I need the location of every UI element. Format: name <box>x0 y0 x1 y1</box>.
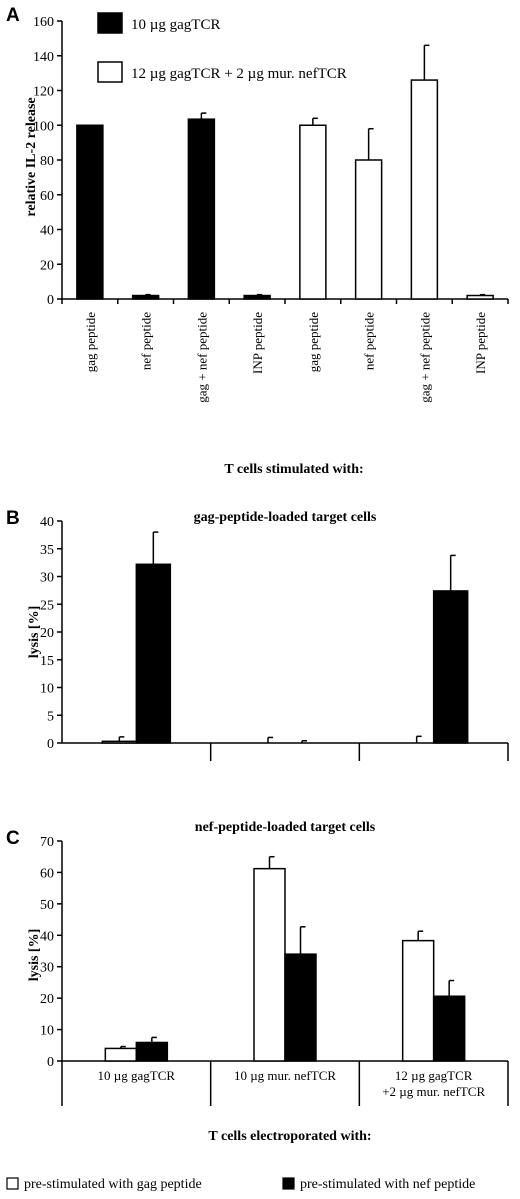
b-bar <box>135 563 172 744</box>
panel-c-title: nef-peptide-loaded target cells <box>195 820 376 835</box>
b-y-tick-label: 35 <box>40 543 54 558</box>
b-y-tick-label: 20 <box>40 626 54 641</box>
panel-c-xlabel: T cells electroporated with: <box>208 1129 371 1144</box>
panel-b-letter: B <box>6 508 20 529</box>
a-category-label: gag peptide <box>306 312 321 373</box>
c-category-label: 12 µg gagTCR <box>395 1068 473 1083</box>
b-y-tick-label: 5 <box>47 709 54 724</box>
b-bar <box>101 740 138 744</box>
c-y-tick-label: 70 <box>40 835 54 850</box>
panel-b-title: gag-peptide-loaded target cells <box>194 510 377 525</box>
c-bar <box>432 995 466 1062</box>
a-y-tick-label: 20 <box>40 258 54 273</box>
c-bar <box>253 867 286 1062</box>
legend-swatch-nef-prestim <box>282 1177 295 1190</box>
legend-label-gag-nef-tcr: 12 µg gagTCR + 2 µg mur. nefTCR <box>131 66 347 82</box>
chart-a: 0 20 40 60 80 100 120 140 160 gag peptide nef pept… <box>33 15 509 403</box>
a-y-tick-label: 100 <box>33 119 54 134</box>
legend-swatch-gag-nef-tcr <box>97 61 123 83</box>
c-bar <box>284 953 317 1062</box>
b-y-tick-label: 10 <box>40 682 54 697</box>
c-category-label: 10 µg mur. nefTCR <box>234 1068 336 1083</box>
c-bar <box>104 1047 138 1062</box>
panel-a-legend: 10 µg gagTCR 12 µg gagTCR + 2 µg mur. ne… <box>97 12 347 83</box>
a-bar <box>410 79 439 300</box>
a-y-tick-label: 60 <box>40 189 54 204</box>
a-category-label: INP peptide <box>473 312 488 374</box>
a-bar <box>187 118 216 300</box>
b-y-tick-label: 40 <box>40 515 54 530</box>
c-y-tick-label: 40 <box>40 929 54 944</box>
panel-b-ylabel: lysis [%] <box>27 606 42 659</box>
legend-swatch-gagtcr <box>97 12 123 34</box>
panel-a-ylabel: relative IL-2 release <box>24 97 39 216</box>
a-y-tick-label: 40 <box>40 224 54 239</box>
c-y-tick-label: 10 <box>40 1024 54 1039</box>
c-y-tick-label: 0 <box>47 1055 54 1070</box>
a-category-label: INP peptide <box>250 312 265 374</box>
a-bar <box>466 294 494 300</box>
b-y-tick-label: 15 <box>40 654 54 669</box>
a-bar <box>354 159 383 300</box>
a-category-label: gag peptide <box>83 312 98 373</box>
c-bar <box>401 939 435 1062</box>
a-y-tick-label: 80 <box>40 154 54 169</box>
b-y-tick-label: 25 <box>40 598 54 613</box>
a-bar <box>131 294 160 300</box>
panel-c-ylabel: lysis [%] <box>27 929 42 982</box>
a-category-label: gag + nef peptide <box>417 312 432 403</box>
legend-label-nef-prestim: pre-stimulated with nef peptide <box>300 1177 475 1192</box>
b-y-tick-label: 30 <box>40 571 54 586</box>
legend-swatch-gag-prestim <box>6 1177 19 1190</box>
legend-label-gagtcr: 10 µg gagTCR <box>131 17 220 33</box>
a-bar <box>76 124 104 300</box>
a-category-label: nef peptide <box>139 312 154 370</box>
c-y-tick-label: 60 <box>40 866 54 881</box>
panel-a-letter: A <box>6 5 20 26</box>
bottom-legend: pre-stimulated with gag peptide pre-stim… <box>6 1177 475 1192</box>
c-category-label: 10 µg gagTCR <box>98 1068 176 1083</box>
legend-label-gag-prestim: pre-stimulated with gag peptide <box>24 1177 202 1192</box>
chart-c: 0 10 20 30 40 50 60 70 10 µg gagTCR 10 µg mur. ne… <box>40 835 509 1106</box>
a-y-tick-label: 160 <box>33 15 54 30</box>
panel-c-letter: C <box>6 828 20 849</box>
a-y-tick-label: 0 <box>47 293 54 308</box>
c-y-tick-label: 30 <box>40 961 54 976</box>
panel-a-xlabel: T cells stimulated with: <box>224 462 363 477</box>
b-y-tick-label: 0 <box>47 737 54 752</box>
c-category-label: +2 µg mur. nefTCR <box>382 1084 485 1099</box>
b-bar <box>432 590 469 744</box>
chart-b: 0 5 10 15 20 25 30 35 40 <box>40 515 509 761</box>
a-category-label: nef peptide <box>362 312 377 370</box>
c-y-tick-label: 50 <box>40 898 54 913</box>
a-y-tick-label: 120 <box>33 85 54 100</box>
a-category-label: gag + nef peptide <box>194 312 209 403</box>
c-y-tick-label: 20 <box>40 992 54 1007</box>
a-y-tick-label: 140 <box>33 50 54 65</box>
a-bar <box>299 124 327 300</box>
c-bar <box>135 1041 169 1062</box>
a-bar <box>243 294 271 300</box>
